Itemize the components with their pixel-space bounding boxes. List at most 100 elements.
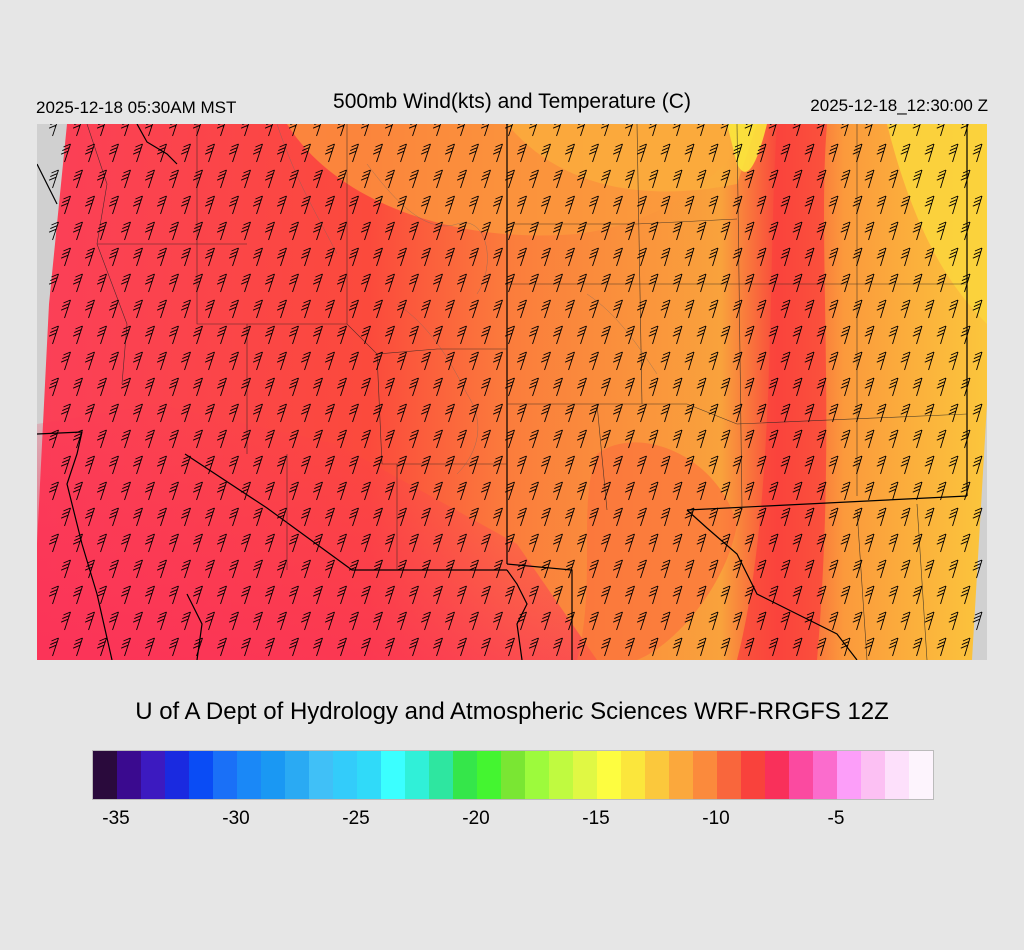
wind-barb xyxy=(720,585,731,605)
wind-barb xyxy=(72,124,81,137)
wind-barb xyxy=(492,559,503,579)
wind-barb xyxy=(360,221,371,241)
wind-barb xyxy=(612,559,623,579)
wind-barb xyxy=(144,585,155,605)
wind-barb xyxy=(780,455,791,475)
wind-barb xyxy=(828,611,839,631)
wind-barb xyxy=(468,507,479,527)
wind-barb xyxy=(324,143,335,163)
wind-barb xyxy=(300,559,311,579)
wind-barb xyxy=(948,611,959,631)
wind-barb xyxy=(720,429,731,449)
wind-barb xyxy=(264,585,275,605)
wind-barb xyxy=(576,124,585,137)
wind-barb xyxy=(888,273,899,293)
colorbar-swatch xyxy=(861,751,885,799)
wind-barb xyxy=(660,455,671,475)
wind-barb xyxy=(252,559,263,579)
wind-barb xyxy=(336,273,347,293)
wind-barb xyxy=(876,143,887,163)
colorbar-swatch xyxy=(525,751,549,799)
wind-barb xyxy=(204,299,215,319)
wind-barb xyxy=(492,455,503,475)
wind-barb xyxy=(804,247,815,267)
wind-barb xyxy=(288,429,299,449)
wind-barb xyxy=(972,351,983,371)
wind-barb xyxy=(264,533,275,553)
wind-barb xyxy=(480,429,491,449)
wind-barb xyxy=(192,169,203,189)
wind-barb xyxy=(948,507,959,527)
colorbar-swatch xyxy=(909,751,933,799)
wind-barb xyxy=(432,221,443,241)
wind-barb xyxy=(72,637,83,657)
wind-barb xyxy=(576,481,587,501)
wind-barb xyxy=(636,143,647,163)
wind-barb xyxy=(528,429,539,449)
wind-barb xyxy=(252,507,263,527)
wind-barb xyxy=(480,169,491,189)
wind-barb xyxy=(672,585,683,605)
wind-barb xyxy=(384,273,395,293)
wind-barb xyxy=(132,195,143,215)
wind-barb xyxy=(504,533,515,553)
wind-barb xyxy=(360,325,371,345)
wind-barb xyxy=(324,455,335,475)
wind-barb xyxy=(180,143,191,163)
wind-barb xyxy=(252,299,263,319)
wind-barb xyxy=(696,325,707,345)
wind-barb xyxy=(132,247,143,267)
wind-barb xyxy=(900,143,911,163)
wind-barb xyxy=(720,533,731,553)
wind-barb xyxy=(48,325,59,345)
wind-barb xyxy=(240,377,251,397)
wind-barb xyxy=(504,124,513,137)
wind-barb xyxy=(156,507,167,527)
wind-barb xyxy=(132,299,143,319)
colorbar-swatch xyxy=(405,751,429,799)
wind-barb xyxy=(804,143,815,163)
wind-barb xyxy=(876,403,887,423)
wind-barb xyxy=(852,455,863,475)
wind-barb xyxy=(228,143,239,163)
wind-barb xyxy=(240,325,251,345)
wind-barb xyxy=(360,533,371,553)
wind-barb xyxy=(96,273,107,293)
wind-barb xyxy=(324,299,335,319)
wind-barb xyxy=(84,351,95,371)
wind-barb xyxy=(960,124,969,137)
wind-barb xyxy=(408,637,419,657)
wind-barb xyxy=(588,507,599,527)
wind-barb xyxy=(276,143,287,163)
wind-barb xyxy=(552,429,563,449)
wind-barb xyxy=(588,455,599,475)
wind-barb xyxy=(144,533,155,553)
wind-barb xyxy=(60,403,71,423)
wind-barb xyxy=(60,299,71,319)
wind-barb xyxy=(60,143,71,163)
wind-barb xyxy=(780,247,791,267)
wind-barb xyxy=(660,351,671,371)
wind-barb xyxy=(468,403,479,423)
wind-barb xyxy=(648,377,659,397)
wind-barb xyxy=(108,611,119,631)
wind-barb xyxy=(72,481,83,501)
wind-barb xyxy=(960,429,971,449)
colorbar-swatch xyxy=(213,751,237,799)
wind-barb xyxy=(264,273,275,293)
wind-barb xyxy=(576,169,587,189)
wind-barb xyxy=(504,585,515,605)
wind-barb xyxy=(684,351,695,371)
wind-barb xyxy=(660,195,671,215)
wind-barb xyxy=(180,299,191,319)
wind-barb xyxy=(828,143,839,163)
wind-barb xyxy=(576,377,587,397)
wind-barb xyxy=(708,455,719,475)
wind-barb xyxy=(876,195,887,215)
wind-barb xyxy=(564,507,575,527)
colorbar-swatch xyxy=(117,751,141,799)
wind-barb xyxy=(684,299,695,319)
wind-barb xyxy=(360,637,371,657)
wind-barb xyxy=(468,455,479,475)
wind-barb xyxy=(396,247,407,267)
